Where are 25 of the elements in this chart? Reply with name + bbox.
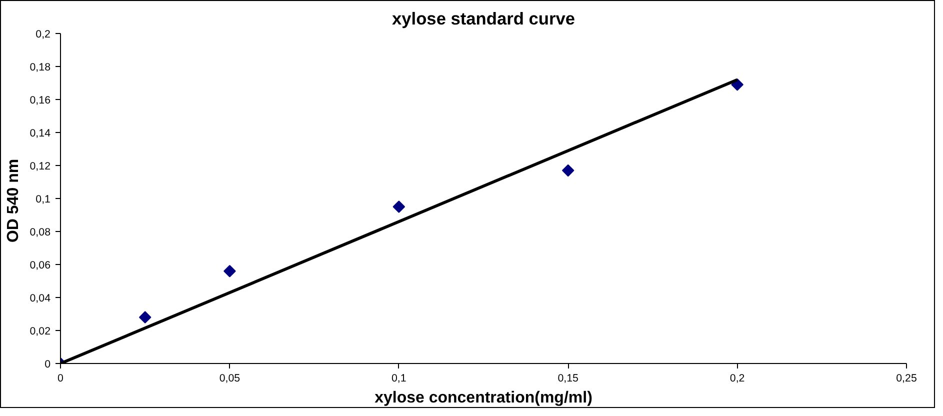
- x-tick-label: 0,2: [730, 372, 745, 384]
- y-tick-label: 0,12: [30, 160, 51, 172]
- y-tick-label: 0,2: [36, 28, 51, 40]
- y-tick-label: 0,08: [30, 226, 51, 238]
- point: [562, 164, 574, 177]
- y-tick-label: 0,18: [30, 62, 51, 74]
- x-tick-label: 0,25: [896, 372, 917, 384]
- point: [731, 78, 744, 91]
- point: [392, 200, 406, 213]
- x-tick-label: 0,1: [391, 372, 406, 384]
- y-axis-title: OD 540 nm: [4, 158, 22, 243]
- x-tick-label: 0,05: [219, 372, 240, 384]
- y-tick-label: 0,02: [30, 326, 51, 338]
- x-tick-label: 0: [58, 372, 64, 384]
- y-tick-label: 0,14: [30, 128, 51, 140]
- point: [224, 264, 236, 278]
- point: [138, 311, 152, 324]
- y-tick-label: 0,16: [30, 94, 51, 106]
- y-tick-label: 0,1: [36, 194, 51, 206]
- x-tick-label: 0,15: [558, 372, 579, 384]
- x-axis-title: xylose concentration(mg/ml): [374, 390, 592, 406]
- y-tick-label: 0: [44, 358, 51, 370]
- y-tick-label: 0,06: [30, 260, 51, 272]
- y-tick-label: 0,04: [30, 292, 51, 304]
- chart-title: xylose standard curve: [392, 8, 576, 28]
